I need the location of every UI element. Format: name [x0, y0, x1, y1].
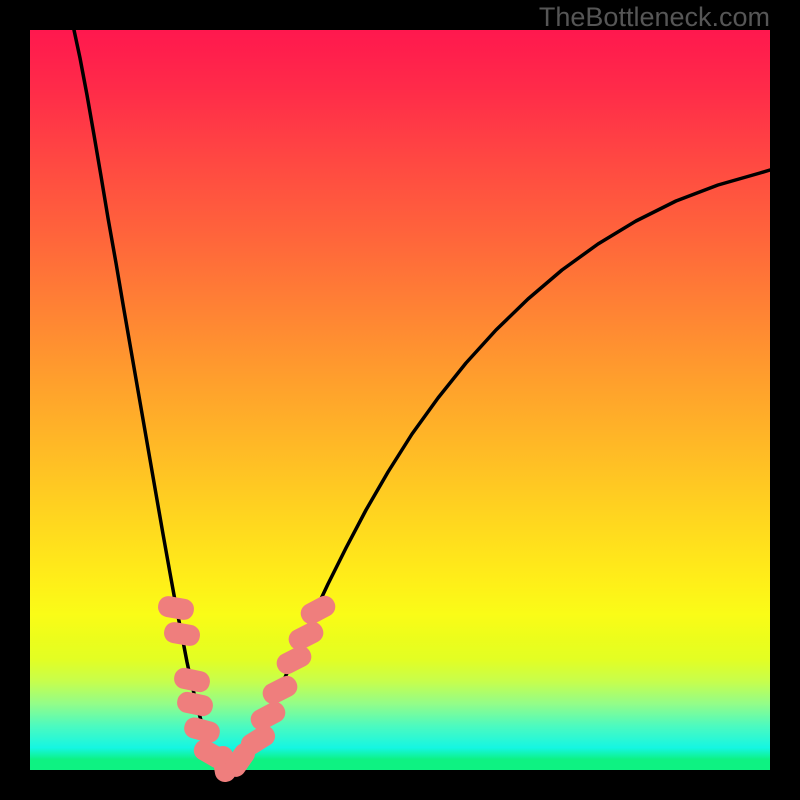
figure-root: TheBottleneck.com [0, 0, 800, 800]
watermark-text: TheBottleneck.com [539, 2, 770, 33]
gradient-background [30, 30, 770, 770]
